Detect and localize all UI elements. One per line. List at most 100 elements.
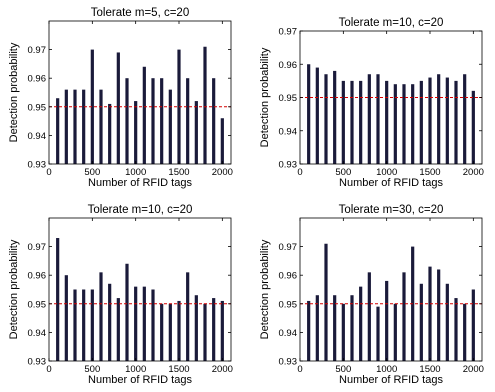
bar-200 (64, 275, 68, 361)
bar-1400 (168, 303, 172, 361)
bar-300 (73, 89, 77, 164)
bar-1100 (393, 303, 397, 361)
bar-1900 (463, 74, 467, 164)
chart-title: Tolerate m=10, c=20 (339, 17, 444, 29)
bar-2000 (220, 300, 224, 361)
chart-panel-2: 0 500 1000 1500 2000 0.93 0.94 0.95 0.96 0.97 Tole… (259, 17, 484, 189)
x-tick-label: 2000 (212, 364, 233, 375)
bar-900 (125, 263, 129, 361)
bar-1100 (142, 66, 146, 164)
bar-100 (56, 238, 60, 361)
chart-title: Tolerate m=10, c=20 (88, 204, 193, 216)
y-tick-label: 0.94 (279, 328, 298, 339)
y-tick-label: 0.94 (28, 131, 47, 142)
x-axis-label: Number of RFID tags (88, 374, 192, 386)
bar-600 (350, 80, 354, 164)
bar-1600 (437, 269, 441, 361)
x-tick-label: 1500 (419, 364, 440, 375)
x-tick-label: 500 (84, 364, 100, 375)
bar-800 (116, 298, 120, 361)
y-axis-label: Detection probability (259, 239, 271, 339)
y-tick-label: 0.96 (28, 74, 47, 85)
y-tick-label: 0.96 (279, 271, 298, 282)
x-tick-label: 1000 (376, 364, 397, 375)
bar-1400 (419, 283, 423, 361)
bar-600 (99, 89, 103, 164)
bar-1900 (212, 78, 216, 164)
x-axis-label: Number of RFID tags (88, 177, 192, 189)
bar-1600 (437, 74, 441, 164)
bar-400 (333, 70, 337, 164)
bar-500 (90, 49, 94, 164)
y-tick-label: 0.93 (279, 160, 298, 171)
x-tick-label: 1500 (168, 167, 189, 178)
x-tick-label: 0 (46, 167, 51, 178)
bar-1800 (454, 80, 458, 164)
bar-700 (108, 103, 112, 164)
y-tick-label: 0.93 (28, 357, 47, 368)
bar-900 (376, 74, 380, 164)
bar-1100 (142, 286, 146, 361)
y-axis-label: Detection probability (259, 47, 271, 147)
y-axis-label: Detection probability (8, 239, 20, 339)
bar-800 (116, 52, 120, 164)
x-tick-label: 1000 (376, 167, 397, 178)
y-tick-label: 0.93 (279, 357, 298, 368)
bar-1800 (203, 303, 207, 361)
x-tick-label: 1500 (419, 167, 440, 178)
y-tick-label: 0.96 (28, 271, 47, 282)
bar-1500 (428, 266, 432, 361)
y-tick-label: 0.97 (28, 242, 47, 253)
bar-2000 (220, 118, 224, 164)
bar-700 (359, 286, 363, 361)
bar-1700 (194, 295, 198, 361)
bar-1700 (194, 101, 198, 164)
bar-100 (307, 64, 311, 164)
chart-panel-4: 0 500 1000 1500 2000 0.93 0.94 0.95 0.96 0.97 Tole… (259, 204, 484, 386)
bar-500 (341, 303, 345, 361)
bar-2000 (471, 90, 475, 164)
chart-panel-1: 0 500 1000 1500 2000 0.93 0.94 0.95 0.96 0.97 Tole… (8, 7, 233, 189)
bar-200 (315, 67, 319, 164)
bar-100 (56, 98, 60, 164)
plot-frame (48, 20, 232, 165)
bar-1500 (428, 77, 432, 164)
y-tick-label: 0.94 (28, 328, 47, 339)
bar-300 (324, 74, 328, 164)
bar-200 (64, 89, 68, 164)
y-tick-label: 0.97 (279, 27, 298, 38)
y-tick-label: 0.95 (279, 93, 298, 104)
bar-900 (125, 78, 129, 164)
bar-1300 (160, 303, 164, 361)
x-tick-label: 500 (335, 364, 351, 375)
bar-1900 (212, 298, 216, 361)
y-axis-label: Detection probability (8, 42, 20, 142)
bar-400 (82, 289, 86, 361)
bar-1600 (186, 78, 190, 164)
bar-1200 (151, 289, 155, 361)
x-axis-label: Number of RFID tags (339, 374, 443, 386)
bar-1000 (385, 80, 389, 164)
x-tick-label: 500 (335, 167, 351, 178)
x-tick-label: 2000 (463, 167, 484, 178)
bar-400 (82, 89, 86, 164)
bar-1400 (419, 80, 423, 164)
bar-700 (359, 80, 363, 164)
bar-1000 (134, 286, 138, 361)
bar-1800 (454, 298, 458, 361)
x-tick-label: 0 (46, 364, 51, 375)
y-tick-label: 0.94 (279, 126, 298, 137)
bar-700 (108, 283, 112, 361)
bar-1900 (463, 303, 467, 361)
bar-2000 (471, 289, 475, 361)
plot-frame (48, 217, 232, 362)
y-tick-label: 0.95 (28, 299, 47, 310)
bar-800 (367, 272, 371, 361)
bar-1000 (134, 101, 138, 164)
bar-300 (73, 289, 77, 361)
y-tick-label: 0.95 (28, 102, 47, 113)
bar-500 (341, 80, 345, 164)
bar-600 (99, 272, 103, 361)
bar-300 (324, 243, 328, 361)
